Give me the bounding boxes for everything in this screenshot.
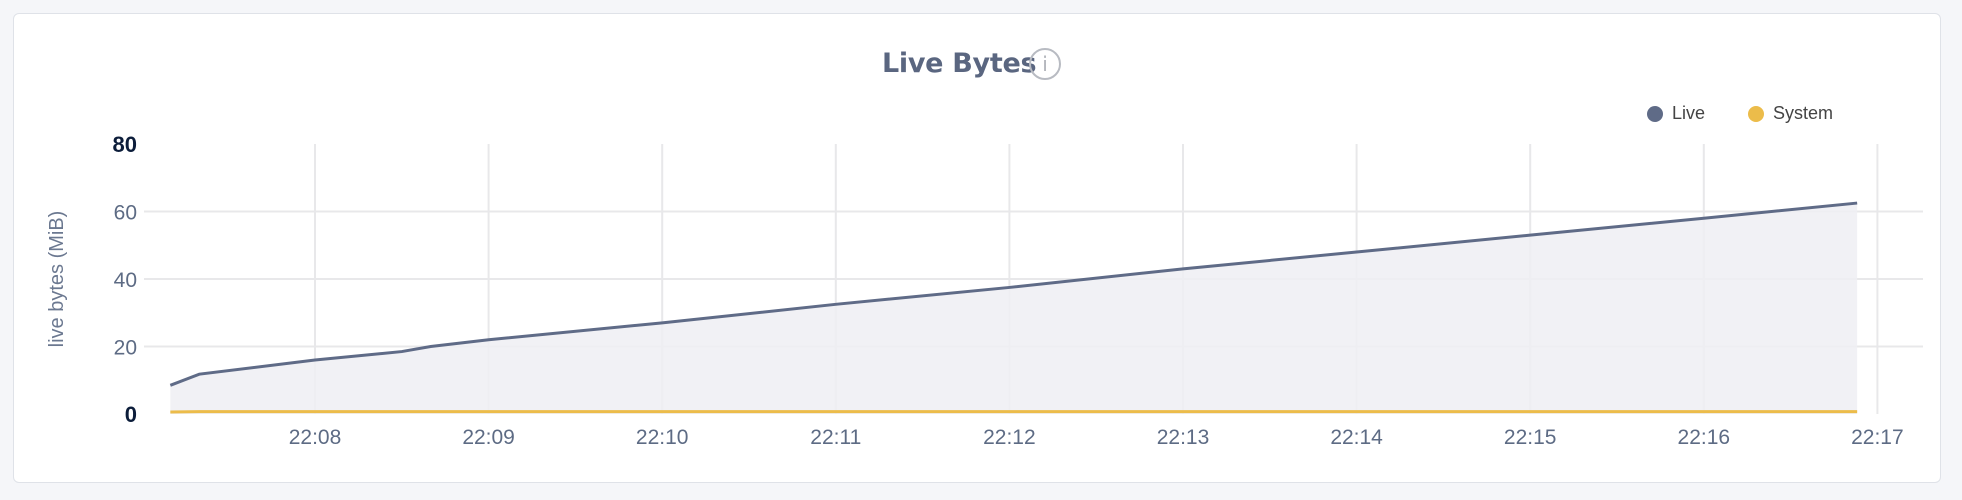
y-tick-label: 60 (114, 202, 137, 225)
x-tick-label: 22:14 (1330, 426, 1383, 449)
y-tick-label: 40 (114, 269, 137, 292)
x-tick-label: 22:13 (1157, 426, 1210, 449)
x-tick-label: 22:17 (1851, 426, 1904, 449)
y-tick-label: 80 (113, 132, 137, 157)
legend-dot-live (1647, 105, 1663, 122)
x-tick-label: 22:15 (1504, 426, 1557, 449)
legend-dot-system (1748, 105, 1764, 122)
live-area (170, 203, 1858, 414)
info-circle-icon[interactable]: i (1029, 48, 1061, 80)
y-tick-label: 20 (114, 337, 137, 360)
chart-title: Live Bytes (882, 48, 1037, 79)
y-tick-label: 0 (125, 402, 137, 427)
x-tick-label: 22:08 (289, 426, 342, 449)
legend-item-system[interactable]: System (1748, 103, 1833, 124)
series-line-live (169, 201, 1858, 387)
legend-item-live[interactable]: Live (1647, 103, 1705, 124)
x-tick-label: 22:16 (1678, 426, 1731, 449)
x-tick-label: 22:10 (636, 426, 689, 449)
x-tick-label: 22:09 (462, 426, 515, 449)
x-tick-label: 22:11 (810, 426, 861, 449)
x-tick-label: 22:12 (983, 426, 1036, 449)
legend-label-live: Live (1672, 103, 1706, 123)
legend-label-system: System (1773, 103, 1834, 123)
y-axis-label: live bytes (MiB) (46, 211, 68, 348)
